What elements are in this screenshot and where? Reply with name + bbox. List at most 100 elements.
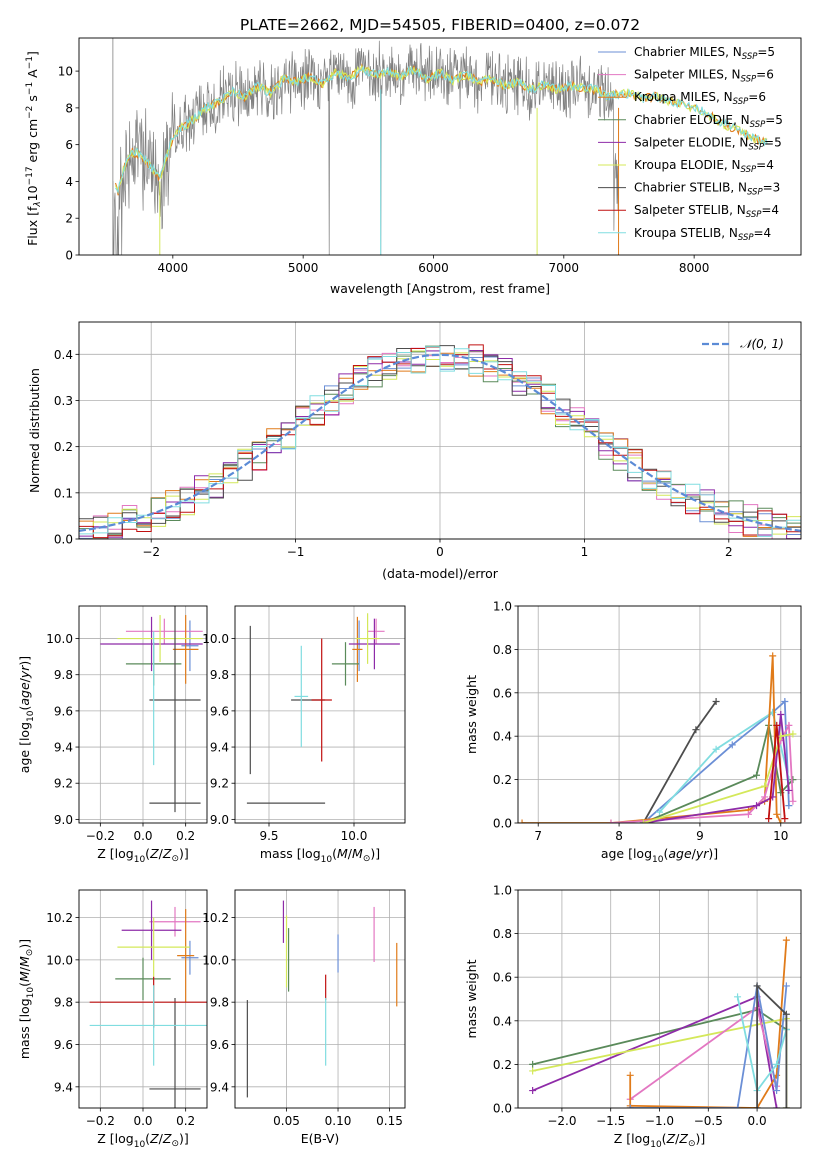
label-part: Z (678, 1131, 688, 1146)
label-part: Kroupa STELIB, N (634, 226, 738, 240)
x-tick-label: −0.5 (694, 1114, 723, 1128)
label-part: ⊙ (171, 854, 179, 864)
label-part: erg cm (25, 119, 40, 167)
y-tick-label: 4 (65, 175, 73, 189)
legend-entry: Kroupa STELIB, NSSP=4 (634, 226, 771, 243)
series-marker (773, 1087, 781, 1095)
series-marker (753, 1104, 761, 1108)
x-tick-label: 1 (581, 545, 589, 559)
x-axis-label: Z [log10(Z/Z⊙)] (97, 846, 189, 865)
series-marker (777, 819, 785, 823)
label-part: ] (25, 51, 40, 56)
label-part: Z (666, 1131, 676, 1146)
panel-age_vs_Z: −0.2 0.0 0.29.09.29.49.69.810.0Z [log10(Z/… (17, 605, 208, 865)
y-tick-label: 1.0 (493, 600, 512, 614)
axes-frame (517, 889, 802, 1109)
legend-entry: Chabrier ELODIE, NSSP=5 (634, 113, 783, 130)
y-tick-label: 0.1 (54, 486, 73, 500)
series-marker (782, 936, 790, 944)
label-part: age [log (17, 722, 32, 773)
label-part: −2 (25, 106, 35, 119)
label-part: / (17, 966, 32, 971)
label-part: =6 (756, 68, 774, 82)
series-line-5 (643, 733, 794, 823)
label-part: =5 (764, 135, 782, 149)
y-axis-label: Flux [fλ10−17 erg cm−2 s−1 A−1] (25, 51, 43, 246)
label-part: yr (17, 665, 32, 679)
label-part: A (25, 69, 40, 82)
label-part: SSP (748, 142, 764, 152)
series-marker (753, 802, 761, 810)
panel-mass_weight_vs_Z: −2.0 −1.5 −1.0 −0.5 0.0 0.0 0.2 0.4 0.6 0.8 1.0 Z [… (464, 884, 802, 1150)
y-tick-label: 10.0 (46, 953, 73, 967)
label-part: Z [log (614, 1131, 650, 1146)
series-marker (781, 815, 789, 823)
x-axis-label: E(B-V) (301, 1131, 340, 1146)
x-tick-label: 8 (615, 829, 623, 843)
y-tick-label: 0.2 (54, 440, 73, 454)
y-tick-label: 1.0 (493, 884, 512, 898)
plot-area (518, 652, 797, 823)
label-part: 10 (652, 855, 664, 865)
y-tick-label: 10.0 (202, 953, 229, 967)
spectrum-model-5 (114, 64, 768, 191)
legend-entry: Salpeter MILES, NSSP=6 (634, 68, 774, 85)
label-part: )] (708, 846, 718, 861)
label-part: Flux [f (25, 206, 40, 246)
x-tick-label: 5000 (288, 261, 319, 275)
label-part: =4 (754, 226, 772, 240)
x-tick-label: 8000 (679, 261, 710, 275)
series-marker (789, 797, 797, 805)
label-part: Kroupa MILES, N (634, 90, 733, 104)
y-tick-label: 0.8 (493, 643, 512, 657)
legend-entry: Chabrier MILES, NSSP=5 (634, 45, 775, 62)
label-part: SSP (738, 233, 754, 243)
legend: Chabrier MILES, NSSP=5 Salpeter MILES, NS… (598, 45, 783, 243)
x-tick-label: 7 (534, 829, 542, 843)
label-part: M (17, 956, 32, 967)
label-part: ⊙ (171, 1139, 179, 1149)
series-marker (529, 1087, 537, 1095)
label-part: ( (17, 982, 32, 987)
x-tick-label: 0.10 (325, 1114, 352, 1128)
x-tick-label: 0.2 (176, 829, 195, 843)
label-part: ( (663, 846, 668, 861)
series-line-2 (630, 940, 788, 1108)
series-marker (529, 1067, 537, 1075)
y-tick-label: 9.6 (210, 1038, 229, 1052)
series-marker (785, 786, 793, 794)
label-part: ⊙ (25, 949, 35, 957)
series-marker (753, 771, 761, 779)
x-axis-label: wavelength [Angstrom, rest frame] (330, 281, 550, 296)
x-tick-label: 9 (696, 829, 704, 843)
series-marker (777, 711, 785, 718)
x-tick-label: −0.2 (86, 1114, 115, 1128)
plot-area (246, 900, 398, 1098)
series-marker (765, 815, 773, 823)
axes-frame (234, 605, 406, 824)
label-part: 10 (134, 855, 146, 865)
series-marker (518, 819, 526, 823)
y-tick-label: 10 (58, 65, 73, 79)
legend-entry: Kroupa ELODIE, NSSP=4 (634, 158, 774, 175)
label-part: )] (17, 939, 32, 949)
y-tick-label: 9.6 (54, 704, 73, 718)
y-tick-label: 10.2 (202, 911, 229, 925)
label-part: −1 (25, 56, 35, 69)
x-tick-label: 0.0 (133, 829, 152, 843)
y-tick-label: 6 (65, 138, 73, 152)
panel-residuals: −2 −1 0 1 2 0.0 0.1 0.2 0.3 0.4 𝒩(0, 1) (data-model… (27, 321, 802, 581)
x-tick-label: 6000 (418, 261, 449, 275)
label-part: / (675, 1131, 680, 1146)
y-tick-label: 0.3 (54, 394, 73, 408)
y-axis-label: mass weight (464, 675, 479, 754)
series-marker (773, 721, 781, 729)
label-part: / (17, 677, 32, 682)
x-tick-label: 0 (436, 545, 444, 559)
series-marker (773, 810, 781, 818)
x-tick-label: −1.0 (645, 1114, 674, 1128)
label-part: )] (179, 846, 189, 861)
label-part: Z [log (97, 1131, 133, 1146)
axes-frame (78, 37, 802, 256)
